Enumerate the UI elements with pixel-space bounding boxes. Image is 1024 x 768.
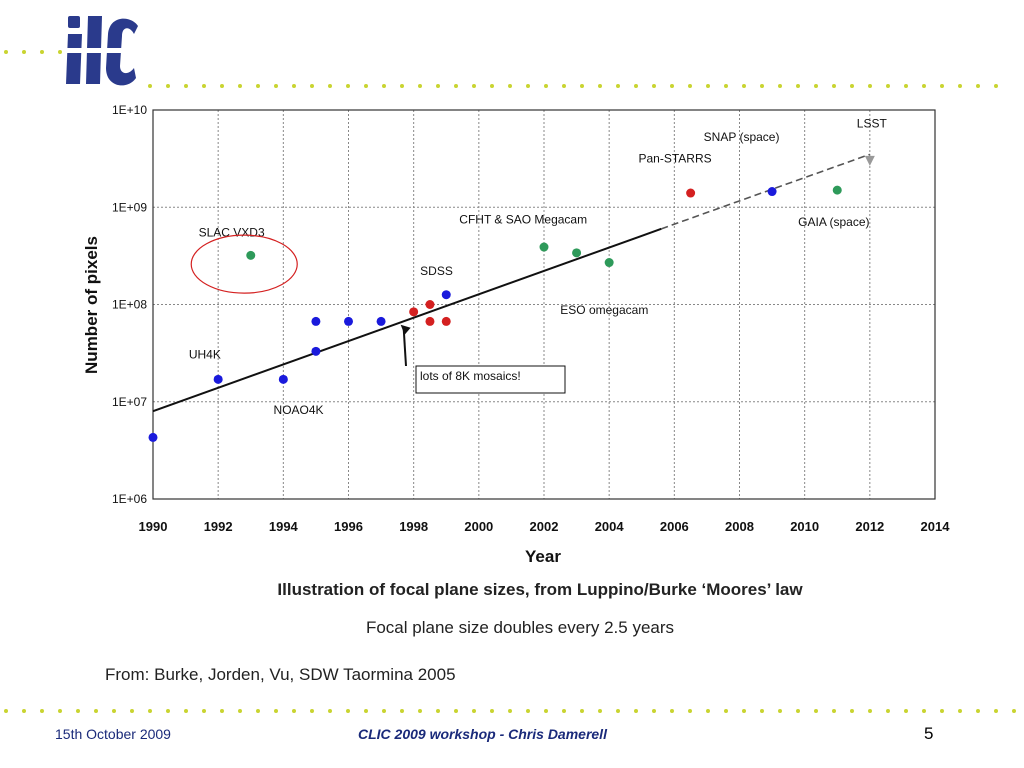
data-point [311, 316, 321, 326]
data-point [409, 307, 419, 317]
x-tick-label: 2002 [530, 519, 559, 534]
y-tick-label: 1E+06 [112, 492, 147, 506]
data-point [376, 316, 386, 326]
y-tick-label: 1E+10 [112, 103, 147, 117]
x-tick-label: 1994 [269, 519, 299, 534]
bottom-dot-line [4, 709, 1016, 713]
page-number: 5 [924, 724, 934, 743]
data-point [864, 155, 875, 166]
point-label: GAIA (space) [798, 215, 869, 229]
top-dot-line [148, 84, 998, 88]
data-point [572, 248, 582, 258]
x-tick-label: 2014 [921, 519, 951, 534]
point-label: ESO omegacam [560, 303, 648, 317]
chart-caption-title: Illustration of focal plane sizes, from … [277, 580, 803, 599]
chart-grid [153, 110, 936, 499]
top-dot-line-left [4, 50, 62, 54]
data-point [425, 316, 435, 326]
point-label: NOAO4K [274, 403, 324, 417]
point-labels: SLAC VXD3 UH4K NOAO4K SDSS CFHT & SAO Megaca… [189, 117, 888, 417]
x-axis-label: Year [525, 547, 561, 566]
x-tick-label: 1990 [139, 519, 168, 534]
data-point [425, 300, 435, 309]
data-point [148, 432, 158, 442]
data-point [278, 374, 288, 384]
x-tick-label: 2006 [660, 519, 689, 534]
highlight-circle [190, 234, 298, 294]
data-point [441, 290, 451, 300]
trend-line [152, 153, 871, 413]
x-tick-label: 2000 [464, 519, 493, 534]
focal-plane-chart: 1990 1992 1994 1996 1998 2000 2002 2004 2006 2008… [82, 103, 950, 566]
data-point [539, 242, 549, 252]
annotation: lots of 8K mosaics! [190, 234, 566, 394]
data-point [213, 374, 223, 384]
annotation-arrowhead [400, 324, 411, 335]
data-point [767, 187, 777, 197]
y-tick-label: 1E+07 [112, 395, 147, 409]
chart-axes: 1990 1992 1994 1996 1998 2000 2002 2004 2006 2008… [112, 103, 950, 534]
annotation-arrow [402, 327, 407, 367]
x-tick-label: 1992 [204, 519, 233, 534]
x-tick-label: 2010 [790, 519, 819, 534]
point-label: UH4K [189, 347, 221, 361]
point-label: Pan-STARRS [638, 151, 711, 165]
annotation-text: lots of 8K mosaics! [420, 369, 521, 383]
data-point [344, 316, 353, 326]
annotation-box [415, 365, 566, 394]
footer-title: CLIC 2009 workshop - Chris Damerell [358, 726, 607, 742]
point-label: CFHT & SAO Megacam [459, 213, 587, 227]
plot-frame [152, 109, 936, 500]
trend-line-dashed [661, 153, 871, 230]
x-tick-label: 1996 [334, 519, 363, 534]
chart-caption-subtitle: Focal plane size doubles every 2.5 years [365, 618, 675, 637]
data-points [148, 155, 875, 442]
footer-date: 15th October 2009 [55, 726, 171, 742]
point-label: SDSS [420, 264, 453, 278]
data-point [441, 316, 451, 326]
data-point [311, 346, 321, 356]
x-tick-label: 1998 [399, 519, 428, 534]
trend-line-solid [152, 227, 662, 413]
data-point [686, 188, 696, 198]
x-tick-label: 2012 [855, 519, 884, 534]
point-label: LSST [857, 117, 888, 131]
x-tick-label: 2004 [595, 519, 625, 534]
data-point [604, 258, 614, 268]
data-point [832, 185, 842, 195]
y-axis-label: Number of pixels [82, 236, 101, 374]
y-tick-label: 1E+08 [112, 298, 147, 312]
y-tick-label: 1E+09 [112, 200, 147, 214]
point-label: SLAC VXD3 [199, 226, 265, 240]
source-note: From: Burke, Jorden, Vu, SDW Taormina 20… [105, 665, 456, 684]
ilc-logo [64, 16, 140, 86]
x-tick-label: 2008 [725, 519, 754, 534]
point-label: SNAP (space) [704, 130, 780, 144]
data-point [246, 250, 256, 260]
